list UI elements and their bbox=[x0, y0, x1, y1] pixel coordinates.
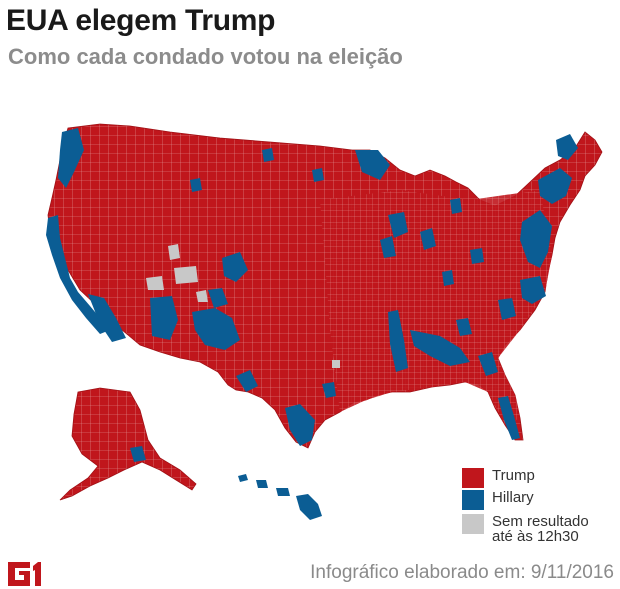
footer-credit: Infográfico elaborado em: 9/11/2016 bbox=[310, 562, 614, 583]
alaska bbox=[59, 387, 197, 501]
legend-label-no-result: Sem resultado até às 12h30 bbox=[492, 514, 589, 544]
legend-label-no-result-line2: até às 12h30 bbox=[492, 528, 579, 545]
legend-swatch-no-result bbox=[462, 514, 484, 534]
contiguous-us bbox=[46, 123, 603, 449]
legend-item-trump: Trump bbox=[462, 468, 535, 488]
no-result-counties bbox=[146, 244, 340, 368]
hawaii bbox=[238, 474, 322, 520]
map-title: EUA elegem Trump bbox=[6, 4, 276, 37]
legend-label-hillary: Hillary bbox=[492, 489, 534, 506]
g1-logo bbox=[8, 562, 41, 586]
legend-label-trump: Trump bbox=[492, 467, 535, 484]
hillary-counties bbox=[46, 128, 578, 446]
legend-swatch-hillary bbox=[462, 490, 484, 510]
legend-label-no-result-line1: Sem resultado bbox=[492, 513, 589, 530]
legend-item-no-result: Sem resultado até às 12h30 bbox=[462, 514, 589, 544]
legend-item-hillary: Hillary bbox=[462, 490, 534, 510]
legend-swatch-trump bbox=[462, 468, 484, 488]
map-subtitle: Como cada condado votou na eleição bbox=[8, 44, 403, 69]
